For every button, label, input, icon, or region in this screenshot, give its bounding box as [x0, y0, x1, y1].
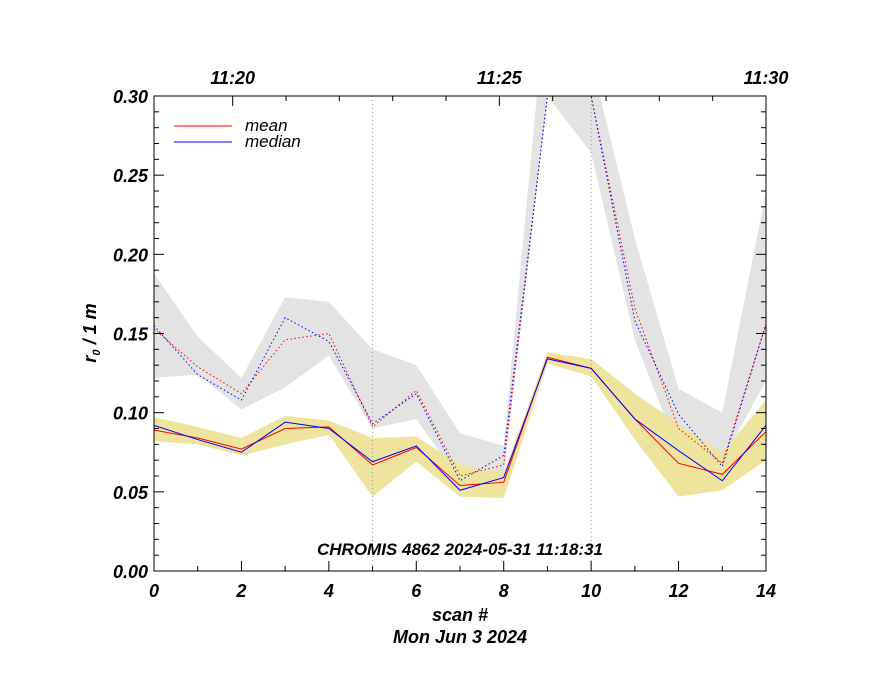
chart-title: CHROMIS 4862 2024-05-31 11:18:31	[317, 540, 603, 559]
top-tick-label: 11:30	[744, 68, 789, 88]
series-median-upper	[154, 96, 766, 482]
x-tick-label: 2	[235, 581, 246, 601]
y-axis-title: r0 / 1 m	[80, 303, 103, 362]
series-mean-upper	[154, 96, 766, 477]
y-tick-label: 0.05	[113, 483, 149, 503]
legend-mean-label: mean	[245, 116, 288, 135]
y-tick-label: 0.30	[113, 87, 148, 107]
spread-bands	[154, 96, 766, 499]
svg-text:r0 / 1 m: r0 / 1 m	[80, 303, 103, 362]
x-tick-label: 6	[411, 581, 422, 601]
x-axis-title: scan #	[432, 605, 488, 625]
series-median	[154, 358, 766, 491]
y-axis-title-unit: / 1 m	[80, 303, 100, 349]
x-tick-label: 10	[581, 581, 601, 601]
y-axis: 0.00 0.05 0.10 0.15 0.20 0.25 0.30	[113, 87, 766, 582]
y-axis-title-r: r	[80, 355, 100, 363]
legend: mean median	[174, 116, 301, 151]
plot-frame	[153, 95, 767, 572]
band-upper-spread	[154, 96, 766, 481]
x-tick-label: 12	[669, 581, 689, 601]
x-tick-label: 0	[149, 581, 159, 601]
band-lower-spread	[154, 352, 766, 499]
y-tick-label: 0.25	[113, 166, 149, 186]
legend-median-label: median	[245, 132, 301, 151]
y-tick-label: 0.00	[113, 562, 148, 582]
y-tick-label: 0.20	[113, 245, 148, 265]
y-axis-title-subscript: 0	[91, 349, 103, 356]
top-tick-label: 11:25	[477, 68, 523, 88]
x-tick-label: 14	[756, 581, 776, 601]
x-tick-label: 4	[323, 581, 334, 601]
x-axis: 0 2 4 6 8 10 12 14	[149, 561, 776, 601]
top-tick-label: 11:20	[210, 68, 255, 88]
x-tick-label: 8	[499, 581, 509, 601]
y-tick-label: 0.10	[113, 404, 148, 424]
data-series	[154, 96, 766, 491]
reference-lines	[372, 96, 592, 571]
top-time-axis: 11:20 11:25 11:30	[210, 68, 788, 106]
y-tick-label: 0.15	[113, 325, 149, 345]
date-label: Mon Jun 3 2024	[393, 627, 527, 647]
